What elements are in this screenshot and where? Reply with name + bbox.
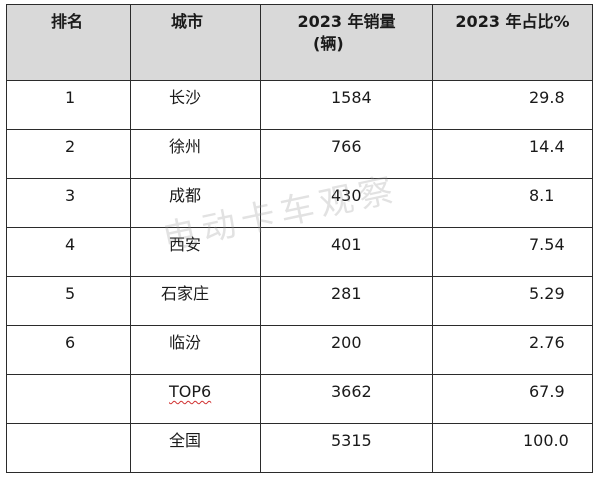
- table-row: 5 石家庄 281 5.29: [6, 276, 593, 326]
- header-city: 城市: [130, 4, 261, 81]
- header-volume-line1: 2023 年销量: [297, 12, 396, 31]
- table-row-total-national: 全国 5315 100.0: [6, 423, 593, 473]
- volume-cell: 281: [260, 276, 433, 326]
- city-cell: 成都: [130, 178, 261, 228]
- city-cell: 长沙: [130, 80, 261, 130]
- rank-cell: [6, 374, 131, 424]
- rank-cell: [6, 423, 131, 473]
- share-cell: 2.76: [432, 325, 593, 375]
- header-rank: 排名: [6, 4, 131, 81]
- rank-cell: 1: [6, 80, 131, 130]
- city-cell: 临汾: [130, 325, 261, 375]
- city-cell: 徐州: [130, 129, 261, 179]
- table-row: 1 长沙 1584 29.8: [6, 80, 593, 130]
- share-cell: 100.0: [432, 423, 593, 473]
- rank-cell: 5: [6, 276, 131, 326]
- volume-cell: 1584: [260, 80, 433, 130]
- rank-cell: 4: [6, 227, 131, 277]
- table-header-row: 排名 城市 2023 年销量 (辆) 2023 年占比%: [6, 4, 593, 81]
- top6-label: TOP6: [169, 382, 212, 401]
- header-volume-line2: (辆): [313, 34, 344, 53]
- header-share: 2023 年占比%: [432, 4, 593, 81]
- volume-cell: 766: [260, 129, 433, 179]
- city-cell: 石家庄: [130, 276, 261, 326]
- sales-ranking-table: 排名 城市 2023 年销量 (辆) 2023 年占比% 1 长沙 1584 2…: [6, 4, 593, 473]
- rank-cell: 2: [6, 129, 131, 179]
- volume-cell: 401: [260, 227, 433, 277]
- volume-cell: 5315: [260, 423, 433, 473]
- share-cell: 67.9: [432, 374, 593, 424]
- share-cell: 14.4: [432, 129, 593, 179]
- share-cell: 8.1: [432, 178, 593, 228]
- table-row: 4 西安 401 7.54: [6, 227, 593, 277]
- volume-cell: 430: [260, 178, 433, 228]
- share-cell: 5.29: [432, 276, 593, 326]
- city-cell: 西安: [130, 227, 261, 277]
- table-row: 3 成都 430 8.1: [6, 178, 593, 228]
- city-cell: TOP6: [130, 374, 261, 424]
- volume-cell: 200: [260, 325, 433, 375]
- share-cell: 7.54: [432, 227, 593, 277]
- table-row: 6 临汾 200 2.76: [6, 325, 593, 375]
- header-volume: 2023 年销量 (辆): [260, 4, 433, 81]
- rank-cell: 6: [6, 325, 131, 375]
- share-cell: 29.8: [432, 80, 593, 130]
- rank-cell: 3: [6, 178, 131, 228]
- table-row-total-top6: TOP6 3662 67.9: [6, 374, 593, 424]
- volume-cell: 3662: [260, 374, 433, 424]
- table-row: 2 徐州 766 14.4: [6, 129, 593, 179]
- city-cell: 全国: [130, 423, 261, 473]
